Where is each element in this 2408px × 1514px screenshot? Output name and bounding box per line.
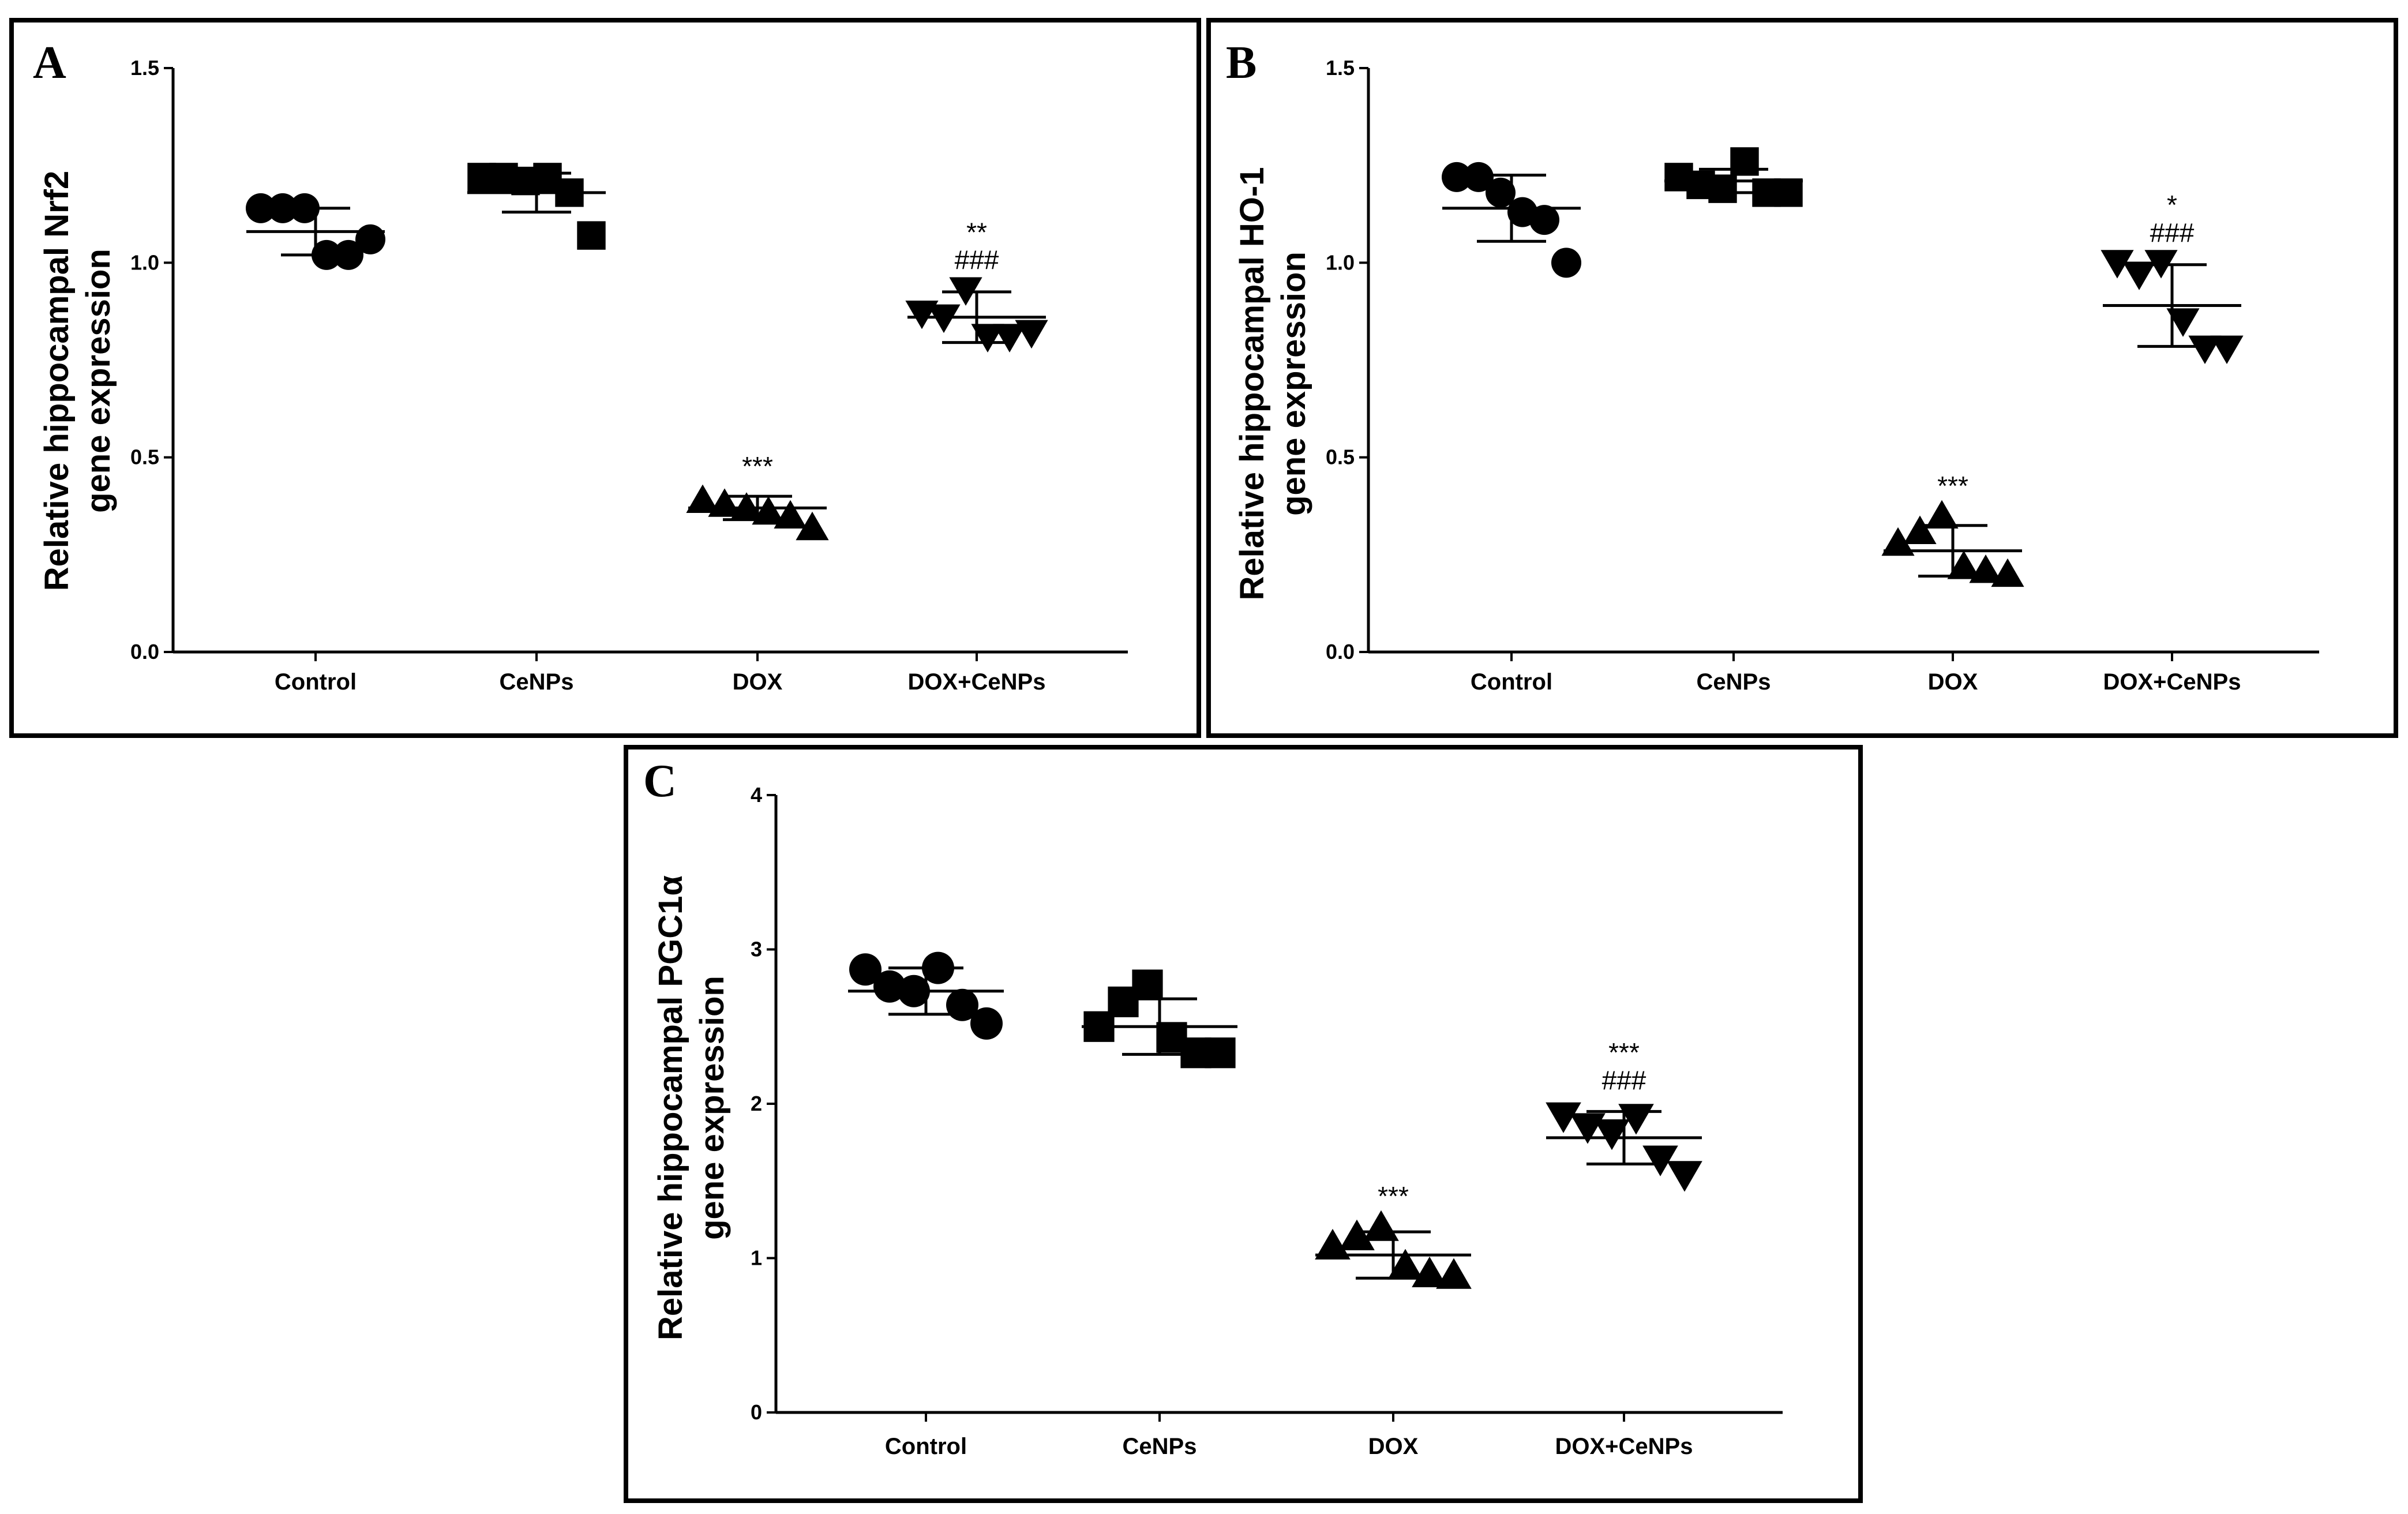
data-point-triangle-down — [2210, 335, 2244, 365]
data-point-circle — [246, 193, 276, 223]
data-point-triangle-down — [2166, 308, 2200, 337]
data-point-triangle-up — [730, 492, 763, 521]
significance-label: ### — [955, 245, 999, 275]
significance-label: ### — [2150, 218, 2195, 248]
x-tick-label: DOX+CeNPs — [1555, 1434, 1693, 1459]
data-point-triangle-down — [971, 324, 1004, 353]
data-point-triangle-down — [2188, 335, 2222, 365]
x-tick-label: DOX — [1368, 1434, 1419, 1459]
data-point-triangle-down — [1667, 1161, 1702, 1192]
significance-label: ### — [1602, 1065, 1646, 1095]
data-point-square — [1774, 178, 1803, 207]
data-point-circle — [873, 970, 906, 1003]
x-tick-label: DOX+CeNPs — [908, 669, 1046, 695]
y-tick-label: 1.5 — [1326, 56, 1355, 80]
panel-c-frame — [624, 745, 1863, 1503]
panel-a: A Relative hippocampal Nrf2 gene express… — [9, 18, 1201, 738]
data-point-circle — [1464, 162, 1494, 192]
data-point-triangle-up — [1903, 515, 1937, 544]
data-point-triangle-down — [2122, 261, 2156, 290]
data-point-triangle-up — [1315, 1228, 1351, 1260]
y-tick-label: 1.0 — [1326, 250, 1355, 274]
y-tick-label: 4 — [751, 783, 762, 807]
x-tick-label: Control — [885, 1434, 967, 1459]
data-point-square — [1205, 1037, 1236, 1069]
data-point-triangle-up — [1881, 527, 1915, 556]
y-tick-label: 0.0 — [1326, 640, 1355, 664]
data-point-triangle-up — [1991, 558, 2024, 587]
panel-a-plot: 0.0 0.5 1.0 1.5 Control CeNPs DOX *** DOX+CeNPs #… — [130, 56, 1128, 695]
data-point-circle — [849, 953, 882, 986]
y-tick-label: 0.5 — [130, 445, 159, 469]
panel-b-ylabel-line-1: Relative hippocampal HO-1 — [1233, 167, 1271, 601]
y-tick-label: 2 — [751, 1092, 762, 1115]
panel-a-letter: A — [33, 38, 66, 88]
data-point-square — [1708, 174, 1737, 203]
panel-c: C Relative hippocampal PGC1α gene expres… — [624, 745, 1863, 1503]
y-tick-label: 3 — [751, 938, 762, 961]
y-tick-label: 1.5 — [130, 56, 159, 80]
panel-a-ylabel-line-1: Relative hippocampal Nrf2 — [38, 171, 76, 591]
significance-label: * — [2167, 190, 2177, 220]
y-tick-label: 1 — [751, 1246, 762, 1270]
panel-b-ylabel-line-2: gene expression — [1275, 252, 1312, 516]
data-point-triangle-up — [1387, 1249, 1423, 1280]
data-point-triangle-up — [1947, 550, 1981, 579]
panel-c-ylabel-line-1: Relative hippocampal PGC1α — [652, 875, 689, 1340]
data-point-square — [577, 221, 606, 250]
data-point-triangle-down — [1546, 1102, 1581, 1133]
data-point-triangle-down — [927, 304, 961, 333]
data-point-triangle-down — [2101, 250, 2134, 279]
data-point-circle — [355, 224, 385, 254]
x-tick-label: DOX — [1928, 669, 1978, 695]
panel-b-frame — [1206, 18, 2398, 738]
panel-b-plot: 0.0 0.5 1.0 1.5 Control CeNPs DOX *** DOX+CeNPs #… — [1326, 56, 2319, 695]
data-point-triangle-up — [686, 484, 719, 513]
data-point-triangle-down — [1594, 1119, 1630, 1151]
x-tick-label: CeNPs — [1697, 669, 1771, 695]
significance-label: *** — [1937, 471, 1968, 501]
data-point-circle — [1551, 248, 1581, 278]
data-point-circle — [970, 1007, 1003, 1040]
data-point-circle — [1529, 205, 1559, 235]
panel-c-ylabel-line-2: gene expression — [693, 976, 731, 1240]
panel-a-ylabel-line-2: gene expression — [80, 249, 117, 513]
data-point-triangle-up — [1436, 1258, 1472, 1289]
panel-c-letter: C — [643, 756, 677, 807]
data-point-circle — [1486, 177, 1516, 208]
x-tick-label: CeNPs — [500, 669, 574, 695]
data-point-triangle-up — [796, 511, 829, 541]
data-point-triangle-up — [1925, 500, 1959, 529]
panel-a-frame — [9, 18, 1201, 738]
x-tick-label: DOX+CeNPs — [2103, 669, 2241, 695]
x-tick-label: Control — [275, 669, 357, 695]
x-tick-label: CeNPs — [1123, 1434, 1197, 1459]
data-point-triangle-down — [993, 324, 1026, 353]
significance-label: *** — [1608, 1037, 1640, 1067]
y-tick-label: 1.0 — [130, 250, 159, 274]
y-tick-label: 0 — [751, 1400, 762, 1424]
significance-label: *** — [742, 451, 773, 481]
data-point-triangle-up — [752, 496, 785, 525]
y-tick-label: 0.0 — [130, 640, 159, 664]
data-point-square — [1730, 147, 1759, 176]
data-point-triangle-up — [708, 488, 741, 517]
x-tick-label: DOX — [733, 669, 783, 695]
data-point-triangle-down — [1015, 320, 1048, 349]
data-point-circle — [1442, 162, 1472, 192]
x-tick-label: Control — [1471, 669, 1552, 695]
panel-b: B Relative hippocampal HO-1 gene express… — [1206, 18, 2398, 738]
data-point-square — [1132, 969, 1163, 1000]
data-point-triangle-down — [1642, 1145, 1678, 1176]
significance-label: ** — [966, 217, 987, 247]
data-point-triangle-up — [1339, 1219, 1375, 1250]
data-point-triangle-up — [774, 500, 807, 529]
y-tick-label: 0.5 — [1326, 445, 1355, 469]
significance-label: *** — [1378, 1181, 1409, 1211]
panel-b-letter: B — [1226, 38, 1256, 88]
